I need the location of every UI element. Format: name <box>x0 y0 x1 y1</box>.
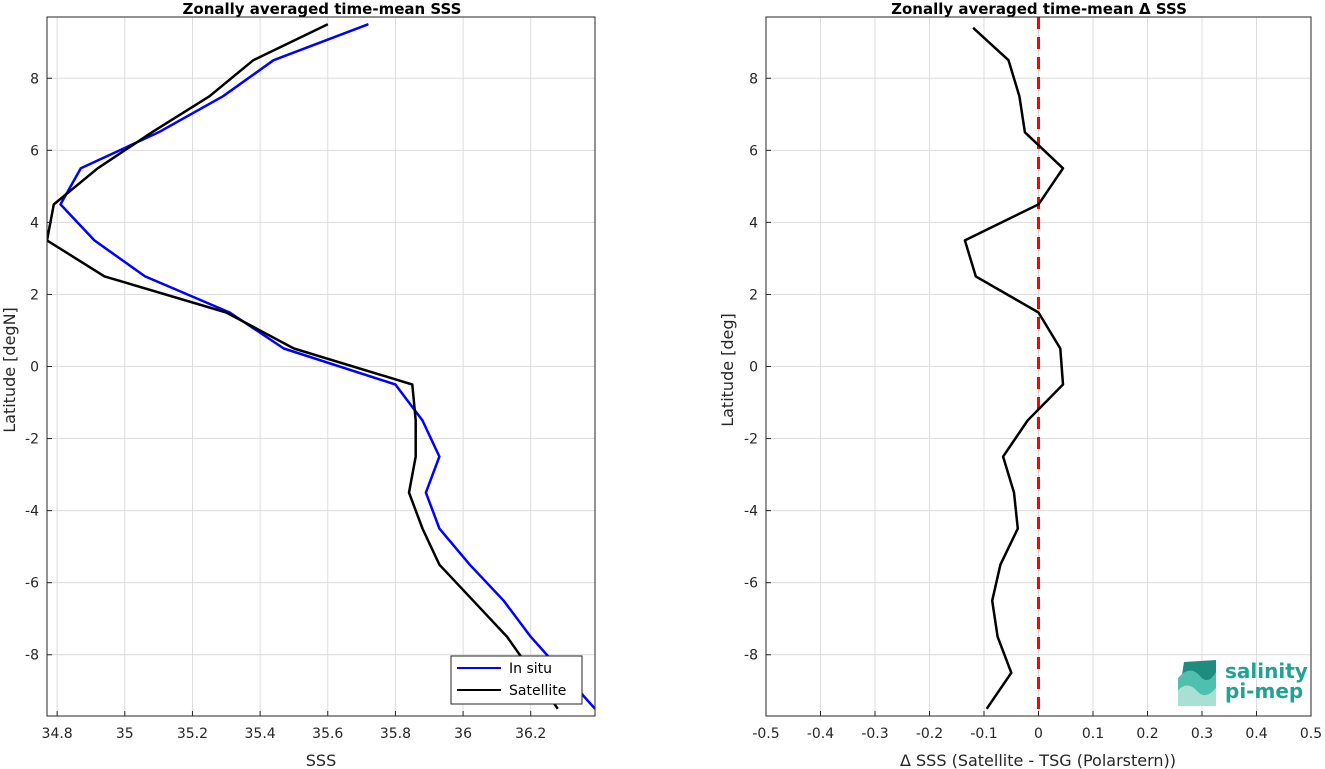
delta-sss-x-axis-label: Δ SSS (Satellite - TSG (Polarstern)) <box>900 751 1176 769</box>
delta-sss-y-tick-label: 0 <box>749 360 758 376</box>
sss-y-tick-label: -2 <box>25 432 39 448</box>
delta-sss-y-tick-label: -6 <box>744 576 758 592</box>
sss-panel: Zonally averaged time-mean SSS 34.8 35 35.… <box>0 0 596 769</box>
delta-sss-x-tick-label: -0.1 <box>970 726 997 742</box>
delta-sss-y-tick-label: 4 <box>749 215 758 231</box>
sss-y-tick-label: 0 <box>30 360 39 376</box>
delta-sss-y-tick-label: 6 <box>749 143 758 159</box>
delta-sss-y-axis-label: Latitude [deg] <box>718 313 737 427</box>
legend-label-satellite: Satellite <box>509 683 566 699</box>
sss-y-tick-label: 2 <box>30 287 39 303</box>
delta-sss-x-tick-label: -0.3 <box>861 726 888 742</box>
sss-y-tick-label: -4 <box>25 504 39 520</box>
sss-x-axis-label: SSS <box>306 751 336 769</box>
sss-y-tick-label: 4 <box>30 215 39 231</box>
delta-sss-y-tick-label: -2 <box>744 432 758 448</box>
sss-lines <box>47 23 595 710</box>
sss-series-line-in-situ <box>59 23 595 710</box>
delta-sss-y-tick-label: 2 <box>749 287 758 303</box>
legend-box <box>450 655 583 705</box>
sss-x-tick-label: 35.8 <box>380 726 411 742</box>
sss-x-tick-label: 35.4 <box>245 726 276 742</box>
delta-sss-ticks: -0.5 -0.4 -0.3 -0.2 -0.1 0 0.1 0.2 0.3 0.4 0.5 8 6 4 2… <box>744 71 1322 742</box>
legend-label-in-situ: In situ <box>509 661 552 677</box>
delta-sss-y-tick-label: -8 <box>744 648 758 664</box>
delta-sss-panel: Zonally averaged time-mean Δ SSS -0.5 -0.… <box>718 0 1322 769</box>
sss-y-tick-label: 8 <box>30 71 39 87</box>
sss-x-tick-label: 35 <box>116 726 134 742</box>
delta-sss-x-tick-label: 0 <box>1034 726 1043 742</box>
logo-waves-icon <box>1178 660 1216 706</box>
sss-grid <box>47 17 595 716</box>
delta-sss-y-tick-label: -4 <box>744 504 758 520</box>
delta-sss-x-tick-label: 0.3 <box>1191 726 1213 742</box>
sss-series-line-satellite <box>47 23 559 710</box>
sss-x-tick-label: 36.2 <box>515 726 546 742</box>
delta-sss-x-tick-label: -0.5 <box>752 726 779 742</box>
delta-sss-chart-title: Zonally averaged time-mean Δ SSS <box>891 0 1187 18</box>
delta-sss-series-line-0 <box>963 26 1065 710</box>
delta-sss-y-tick-label: 8 <box>749 71 758 87</box>
legend: In situ Satellite <box>450 655 583 705</box>
sss-x-tick-label: 34.8 <box>42 726 73 742</box>
sss-x-tick-label: 36 <box>454 726 472 742</box>
delta-sss-lines <box>963 17 1065 716</box>
delta-sss-x-tick-label: 0.4 <box>1245 726 1267 742</box>
delta-sss-x-tick-label: -0.2 <box>916 726 943 742</box>
sss-ticks: 34.8 35 35.2 35.4 35.6 35.8 36 36.2 8 6 4 2 0 -2 -4 -6 -… <box>25 71 546 742</box>
sss-x-tick-label: 35.2 <box>177 726 208 742</box>
sss-y-tick-label: 6 <box>30 143 39 159</box>
delta-sss-x-tick-label: 0.1 <box>1082 726 1104 742</box>
logo-text-salinity: salinity <box>1225 659 1308 683</box>
salinity-pi-mep-logo: salinity pi-mep <box>1178 659 1308 706</box>
sss-x-tick-label: 35.6 <box>312 726 343 742</box>
sss-y-axis-label: Latitude [degN] <box>0 307 19 433</box>
sss-y-tick-label: -6 <box>25 576 39 592</box>
sss-y-tick-label: -8 <box>25 648 39 664</box>
delta-sss-x-tick-label: -0.4 <box>807 726 834 742</box>
sss-chart-title: Zonally averaged time-mean SSS <box>183 0 462 18</box>
delta-sss-x-tick-label: 0.2 <box>1136 726 1158 742</box>
logo-text-pi-mep: pi-mep <box>1225 679 1303 703</box>
delta-sss-x-tick-label: 0.5 <box>1300 726 1322 742</box>
